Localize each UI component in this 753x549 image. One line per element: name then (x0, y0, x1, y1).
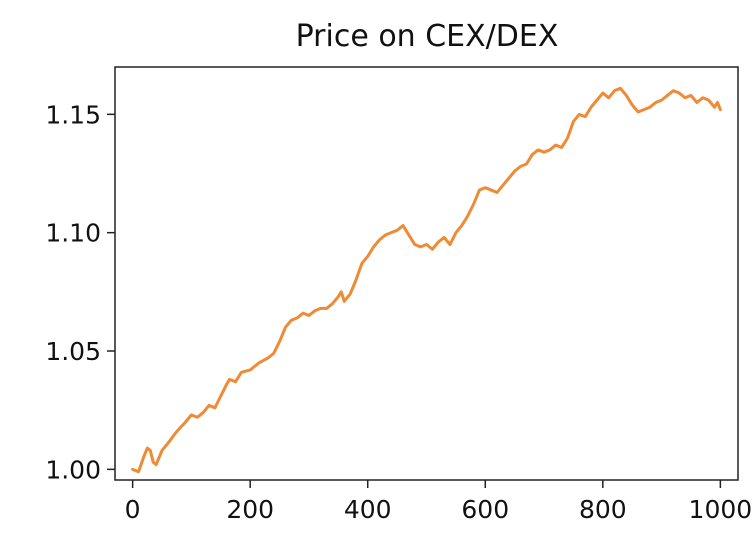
series-line (131, 86, 722, 474)
series-group (131, 86, 722, 474)
plot-frame (114, 66, 739, 481)
x-tick-label: 1000 (689, 495, 753, 524)
y-tick-label: 1.05 (45, 337, 101, 366)
x-tick-label: 0 (125, 495, 141, 524)
chart-title: Price on CEX/DEX (296, 19, 559, 54)
x-tick-label: 800 (579, 495, 627, 524)
x-tick-label: 400 (344, 495, 392, 524)
x-tick-label: 200 (226, 495, 274, 524)
y-ticks: 1.00 1.05 1.10 1.15 (45, 100, 115, 484)
x-ticks: 0 200 400 600 800 1000 (125, 480, 753, 524)
y-tick-label: 1.10 (45, 219, 101, 248)
y-tick-label: 1.15 (45, 100, 101, 129)
y-tick-label: 1.00 (45, 455, 101, 484)
x-tick-label: 600 (461, 495, 509, 524)
